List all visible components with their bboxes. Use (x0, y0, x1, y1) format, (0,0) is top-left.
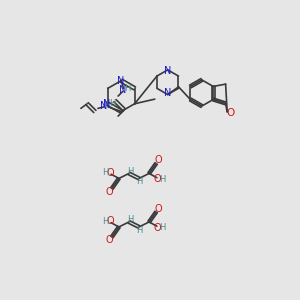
Text: H: H (103, 217, 109, 226)
Text: O: O (155, 155, 162, 165)
Text: H: H (127, 167, 134, 176)
Text: O: O (226, 108, 234, 118)
Text: H: H (103, 168, 109, 177)
Text: O: O (106, 168, 114, 178)
Text: H: H (159, 175, 166, 184)
Text: O: O (106, 235, 113, 245)
Text: N: N (103, 99, 111, 109)
Text: O: O (154, 223, 161, 233)
Text: N: N (119, 85, 126, 95)
Text: N: N (100, 101, 107, 111)
Text: H: H (124, 84, 130, 93)
Text: N: N (117, 76, 124, 86)
Text: H: H (136, 226, 143, 235)
Text: H: H (109, 99, 115, 108)
Text: O: O (155, 204, 162, 214)
Text: O: O (154, 174, 161, 184)
Text: H: H (127, 215, 134, 224)
Text: O: O (106, 216, 114, 226)
Text: N: N (164, 66, 171, 76)
Text: H: H (159, 223, 166, 232)
Text: O: O (106, 187, 113, 196)
Text: H: H (136, 177, 143, 186)
Text: N: N (164, 88, 171, 98)
